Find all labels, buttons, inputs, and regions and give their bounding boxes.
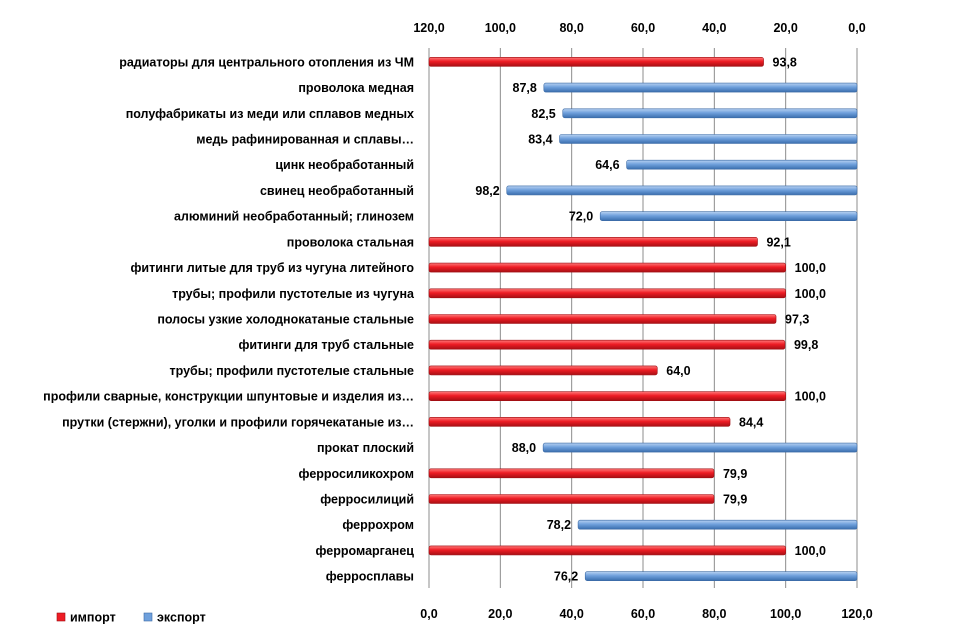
bar-import [428,288,786,299]
category-label: полуфабрикаты из меди или сплавов медных [126,107,414,121]
bar-export [543,82,858,93]
value-label: 64,0 [666,364,690,378]
bottom-axis-tick-label: 0,0 [420,607,437,621]
legend-swatch-import [56,612,66,622]
bar-import [428,417,731,427]
bottom-axis-tick-label: 80,0 [702,607,726,621]
bottom-axis-tick-label: 60,0 [631,607,655,621]
bottom-axis-tick-label: 100,0 [770,607,801,621]
category-label: прокат плоский [317,441,414,455]
top-axis: 120,0 100,0 80,0 60,0 40,0 20,0 0,0 [413,21,865,35]
legend: импорт экспорт [56,611,206,625]
category-label: проволока стальная [287,235,414,249]
bar-import [428,57,764,67]
bar-export [506,185,858,196]
value-label: 76,2 [554,570,578,584]
bar-import [428,494,715,504]
category-label: свинец необработанный [260,184,414,198]
bar-export [599,211,858,221]
legend-label-import: импорт [70,611,116,625]
top-axis-tick-label: 80,0 [559,21,583,35]
bar-import [428,468,715,479]
value-label: 87,8 [513,81,537,95]
bar-export [584,571,858,581]
top-axis-tick-label: 0,0 [848,21,865,35]
category-label: ферромарганец [316,544,415,558]
bar-import [428,545,786,556]
category-label: феррохром [342,518,414,532]
bottom-axis-tick-label: 120,0 [841,607,872,621]
category-label: фитинги литые для труб из чугуна литейно… [130,261,414,275]
bar-export [542,442,858,453]
top-axis-tick-label: 20,0 [773,21,797,35]
bar-export [562,108,858,119]
category-label: радиаторы для центрального отопления из … [119,55,414,69]
bar-export [559,134,858,144]
value-label: 79,9 [723,493,747,507]
value-label: 84,4 [739,415,763,429]
bar-import [428,365,658,376]
bar-export [577,519,858,530]
category-label: проволока медная [298,81,414,95]
value-label: 93,8 [773,55,797,69]
category-label: ферросиликохром [299,467,414,481]
value-label: 97,3 [785,313,809,327]
category-label: трубы; профили пустотелые стальные [170,364,415,378]
top-axis-tick-label: 40,0 [702,21,726,35]
value-label: 78,2 [547,518,571,532]
category-label: ферросилиций [320,493,414,507]
category-label: прутки (стержни), уголки и профили горяч… [62,415,414,429]
bottom-axis: 0,0 20,0 40,0 60,0 80,0 100,0 120,0 [420,607,872,621]
bars [428,57,858,581]
value-label: 82,5 [531,107,555,121]
bar-import [428,237,758,247]
bottom-axis-tick-label: 40,0 [559,607,583,621]
value-label: 72,0 [569,210,593,224]
bar-import [428,391,786,401]
value-label: 83,4 [528,133,552,147]
category-label: ферросплавы [326,570,414,584]
value-label: 88,0 [512,441,536,455]
value-label: 64,6 [595,158,619,172]
top-axis-tick-label: 120,0 [413,21,444,35]
category-label: цинк необработанный [275,158,414,172]
bar-import [428,339,786,350]
category-label: профили сварные, конструкции шпунтовые и… [43,390,414,404]
category-label: полосы узкие холоднокатаные стальные [157,313,414,327]
legend-swatch-export [143,612,153,622]
category-labels: радиаторы для центрального отопления из … [43,55,415,583]
category-label: алюминий необработанный; глинозем [174,210,414,224]
category-label: трубы; профили пустотелые из чугуна [172,287,415,301]
value-label: 100,0 [795,544,826,558]
top-axis-tick-label: 60,0 [631,21,655,35]
bar-export [626,159,858,170]
value-label: 100,0 [795,261,826,275]
category-label: медь рафинированная и сплавы… [196,133,414,147]
value-labels: 93,8 87,8 82,5 83,4 64,6 98,2 72,0 92,1 100,0 100… [475,55,826,583]
bottom-axis-tick-label: 20,0 [488,607,512,621]
value-label: 100,0 [795,287,826,301]
value-label: 79,9 [723,467,747,481]
top-axis-tick-label: 100,0 [485,21,516,35]
value-label: 100,0 [795,390,826,404]
value-label: 92,1 [766,235,790,249]
category-label: фитинги для труб стальные [238,338,414,352]
bar-import [428,262,786,273]
value-label: 98,2 [475,184,499,198]
legend-label-export: экспорт [157,611,206,625]
bar-import [428,314,777,324]
value-label: 99,8 [794,338,818,352]
